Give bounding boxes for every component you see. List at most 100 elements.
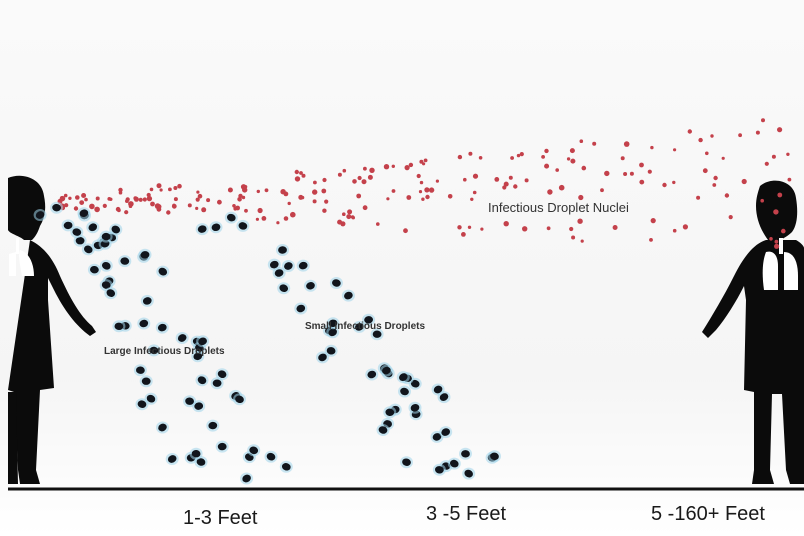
droplet-nucleus [423, 158, 428, 163]
droplet-nucleus [422, 162, 426, 166]
droplet-nucleus [290, 211, 296, 218]
infectious-droplet [296, 259, 310, 272]
droplet-nucleus [639, 179, 645, 185]
droplet-nucleus [672, 180, 676, 185]
droplet-nucleus [702, 168, 708, 174]
infectious-droplet [326, 326, 340, 339]
droplet-nucleus [480, 227, 484, 231]
droplet-nucleus [94, 206, 100, 213]
droplet-nucleus [206, 198, 211, 203]
droplet-nucleus [241, 195, 246, 200]
droplet-nuclei-label: Infectious Droplet Nuclei [488, 200, 629, 215]
droplet-nucleus [579, 139, 584, 143]
droplet-nucleus [673, 148, 677, 152]
droplet-nucleus [404, 165, 410, 171]
droplet-nucleus [73, 206, 79, 211]
droplet-nucleus [346, 214, 352, 220]
droplet-nucleus [102, 203, 107, 208]
distance-label-near: 1-3 Feet [183, 507, 258, 529]
droplet-nucleus [197, 193, 203, 199]
infectious-droplet [400, 456, 413, 469]
droplet-nucleus [133, 196, 139, 202]
droplet-nucleus [468, 151, 473, 156]
droplet-nucleus [774, 239, 779, 244]
droplet-nucleus [156, 183, 162, 189]
droplet-nucleus [201, 207, 207, 213]
droplet-nucleus [256, 189, 260, 194]
droplet-nucleus [150, 201, 155, 207]
right-person-silhouette-icon [702, 180, 804, 484]
infectious-droplet [488, 450, 501, 463]
droplet-nucleus [156, 206, 162, 212]
droplet-nucleus [386, 197, 390, 201]
droplet-nucleus [604, 170, 610, 177]
infectious-droplet [77, 207, 91, 220]
droplet-nucleus [463, 177, 467, 182]
droplet-nucleus [629, 171, 634, 176]
infectious-droplet [233, 393, 246, 406]
infectious-droplet [86, 221, 100, 234]
infectious-droplet [398, 385, 411, 398]
droplet-nucleus [771, 154, 776, 159]
infectious-droplet [439, 426, 453, 439]
droplet-nucleus [555, 168, 559, 172]
droplet-nucleus [352, 179, 357, 184]
droplet-nucleus [255, 217, 259, 221]
droplet-nucleus [472, 173, 479, 179]
infectious-droplet [99, 230, 113, 243]
infectious-droplet [147, 344, 161, 357]
droplet-nucleus [342, 168, 347, 173]
droplet-nucleus [59, 195, 66, 202]
droplet-nucleus [524, 178, 529, 183]
droplet-nucleus [687, 129, 692, 134]
droplet-streams [33, 201, 501, 485]
droplet-nucleus [117, 208, 121, 213]
droplet-nucleus [421, 197, 425, 201]
infectious-droplet [279, 460, 293, 473]
droplet-nucleus [232, 204, 236, 208]
droplet-nucleus [416, 173, 421, 179]
droplet-nucleus [173, 186, 178, 190]
droplet-nucleus [472, 190, 477, 195]
droplet-nucleus [324, 199, 329, 204]
droplet-nucleus [321, 188, 327, 194]
infectious-droplet [362, 313, 376, 326]
droplet-nucleus [342, 212, 346, 216]
droplet-nucleus [713, 175, 718, 181]
droplet-nucleus [781, 228, 786, 234]
droplet-nucleus [63, 193, 68, 198]
droplet-nucleus [337, 172, 342, 177]
droplet-nucleus [264, 188, 269, 193]
droplet-nucleus [322, 177, 327, 183]
droplet-nucleus [242, 187, 248, 193]
droplet-nucleus [558, 184, 565, 191]
droplet-nucleus [502, 185, 507, 190]
droplet-nucleus [300, 195, 305, 200]
droplet-nucleus [383, 164, 390, 170]
droplet-nucleus [142, 197, 147, 202]
droplet-nucleus [519, 152, 524, 157]
droplet-nucleus [196, 190, 200, 194]
infectious-droplet [447, 457, 461, 470]
droplet-nucleus [769, 237, 773, 241]
droplet-nucleus [580, 239, 584, 243]
droplet-nucleus [672, 228, 677, 233]
droplet-nucleus [773, 209, 779, 215]
infectious-droplet [189, 447, 203, 460]
droplet-nucleus [650, 145, 654, 150]
droplet-nucleus [620, 156, 625, 161]
droplet-nucleus [195, 206, 199, 210]
droplet-nucleus [547, 189, 553, 195]
droplet-nucleus [761, 118, 765, 123]
droplet-nucleus [227, 187, 233, 193]
infectious-droplet [326, 317, 340, 330]
droplet-nucleus [457, 225, 462, 230]
infectious-droplet [33, 209, 47, 221]
droplet-nucleus [705, 151, 709, 156]
infectious-droplet [352, 320, 366, 333]
droplet-nucleus [125, 199, 129, 204]
droplet-nucleus [425, 194, 430, 200]
droplet-nucleus [149, 187, 154, 192]
infectious-droplet [376, 424, 390, 436]
